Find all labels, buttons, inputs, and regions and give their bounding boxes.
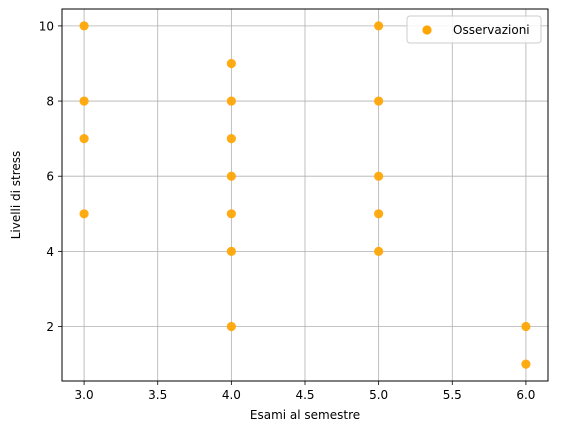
scatter-point: [374, 209, 384, 219]
legend-marker: [422, 25, 432, 35]
legend-box: [406, 15, 542, 44]
x-axis-label: Esami al semestre: [250, 408, 360, 422]
x-tick-label: 4.5: [295, 388, 314, 402]
y-tick-label: 2: [46, 320, 54, 334]
y-tick-label: 4: [46, 245, 54, 259]
y-axis-ticks: 2 4 6 8 10: [39, 19, 62, 334]
data-points: [79, 21, 531, 369]
scatter-point: [521, 321, 531, 332]
scatter-point: [374, 246, 384, 256]
scatter-point: [521, 359, 531, 369]
scatter-point: [226, 209, 236, 219]
scatter-point: [226, 134, 236, 144]
y-tick-label: 8: [46, 95, 54, 109]
scatter-point: [79, 21, 89, 31]
scatter-point: [374, 96, 384, 106]
scatter-point: [226, 246, 236, 256]
scatter-point: [79, 209, 89, 219]
x-tick-label: 4.0: [222, 388, 241, 402]
x-tick-label: 3.5: [148, 388, 167, 402]
x-tick-label: 3.0: [75, 388, 94, 402]
y-axis-label: Livelli di stress: [9, 151, 23, 240]
x-tick-label: 6.0: [516, 388, 535, 402]
legend-label: Osservazioni: [453, 23, 530, 37]
scatter-point: [374, 21, 384, 31]
y-tick-label: 10: [39, 19, 54, 33]
scatter-point: [226, 96, 236, 106]
x-tick-label: 5.5: [443, 388, 462, 402]
x-axis-ticks: 3.0 3.5 4.0 4.5 5.0 5.5 6.0: [75, 381, 535, 402]
legend: Osservazioni: [406, 15, 542, 44]
y-tick-label: 6: [46, 170, 54, 184]
scatter-point: [79, 96, 89, 106]
scatter-point: [226, 58, 236, 69]
scatter-point: [226, 171, 236, 181]
scatter-point: [374, 171, 384, 181]
scatter-point: [79, 134, 89, 144]
scatter-point: [226, 321, 236, 332]
x-tick-label: 5.0: [369, 388, 388, 402]
grid-lines: [62, 9, 548, 381]
